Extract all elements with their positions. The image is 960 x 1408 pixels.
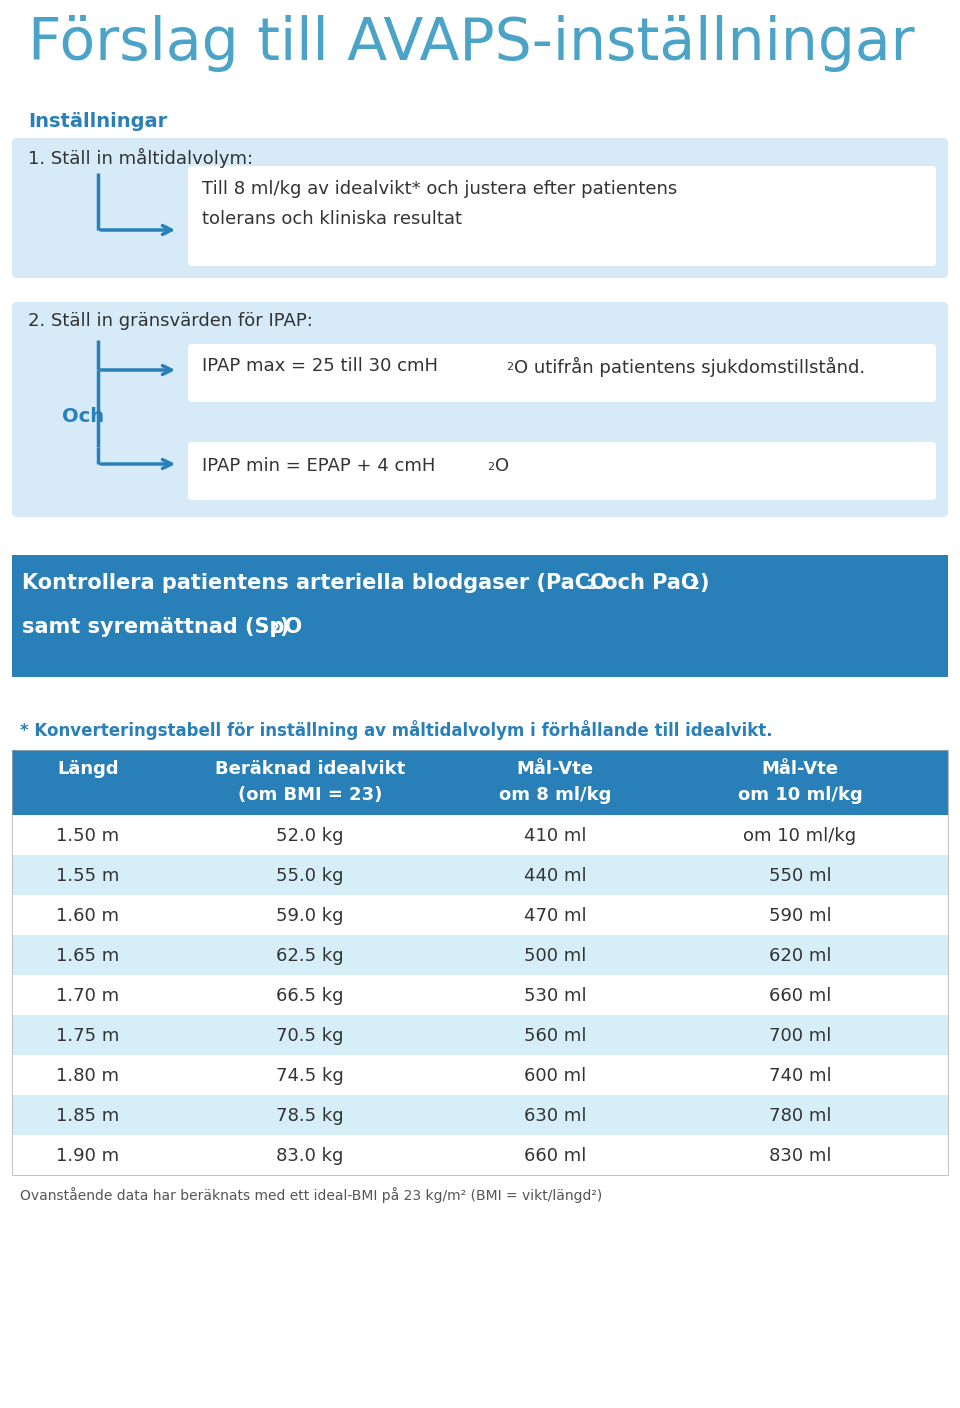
Text: 1.60 m: 1.60 m xyxy=(57,907,119,925)
Text: 1.90 m: 1.90 m xyxy=(57,1148,120,1164)
FancyBboxPatch shape xyxy=(188,166,936,266)
Bar xyxy=(12,815,948,855)
Text: om 10 ml/kg: om 10 ml/kg xyxy=(737,786,862,804)
Text: 1.85 m: 1.85 m xyxy=(57,1107,120,1125)
Text: 66.5 kg: 66.5 kg xyxy=(276,987,344,1005)
Text: 660 ml: 660 ml xyxy=(769,987,831,1005)
Text: 1.70 m: 1.70 m xyxy=(57,987,120,1005)
Text: Längd: Längd xyxy=(58,760,119,779)
Text: 78.5 kg: 78.5 kg xyxy=(276,1107,344,1125)
Bar xyxy=(12,750,948,1176)
Text: 1.50 m: 1.50 m xyxy=(57,826,120,845)
Text: 2: 2 xyxy=(690,579,700,591)
FancyBboxPatch shape xyxy=(188,344,936,403)
Text: 2: 2 xyxy=(270,622,279,636)
Text: samt syremättnad (SpO: samt syremättnad (SpO xyxy=(22,617,302,636)
FancyBboxPatch shape xyxy=(188,442,936,500)
FancyBboxPatch shape xyxy=(12,138,948,277)
Text: 660 ml: 660 ml xyxy=(524,1148,587,1164)
Text: ): ) xyxy=(699,573,708,593)
FancyBboxPatch shape xyxy=(12,301,948,517)
Bar xyxy=(12,855,948,895)
Text: 560 ml: 560 ml xyxy=(524,1026,587,1045)
Bar xyxy=(12,1055,948,1095)
Text: 530 ml: 530 ml xyxy=(524,987,587,1005)
Bar xyxy=(12,555,948,677)
Text: Ovanstående data har beräknats med ett ideal-BMI på 23 kg/m² (BMI = vikt/längd²): Ovanstående data har beräknats med ett i… xyxy=(20,1187,602,1202)
Text: 74.5 kg: 74.5 kg xyxy=(276,1067,344,1086)
Text: om 10 ml/kg: om 10 ml/kg xyxy=(743,826,856,845)
Text: 55.0 kg: 55.0 kg xyxy=(276,867,344,886)
Text: 1.80 m: 1.80 m xyxy=(57,1067,119,1086)
Text: Till 8 ml/kg av idealvikt* och justera efter patientens: Till 8 ml/kg av idealvikt* och justera e… xyxy=(202,180,677,199)
Text: 410 ml: 410 ml xyxy=(524,826,587,845)
Bar xyxy=(12,1135,948,1176)
Bar xyxy=(12,1015,948,1055)
Text: 2. Ställ in gränsvärden för IPAP:: 2. Ställ in gränsvärden för IPAP: xyxy=(28,313,313,329)
Text: 52.0 kg: 52.0 kg xyxy=(276,826,344,845)
Text: 700 ml: 700 ml xyxy=(769,1026,831,1045)
Text: (om BMI = 23): (om BMI = 23) xyxy=(238,786,382,804)
Text: IPAP max = 25 till 30 cmH: IPAP max = 25 till 30 cmH xyxy=(202,358,438,375)
Bar xyxy=(12,1095,948,1135)
Text: 1.55 m: 1.55 m xyxy=(57,867,120,886)
Text: Kontrollera patientens arteriella blodgaser (PaCO: Kontrollera patientens arteriella blodga… xyxy=(22,573,608,593)
Text: Förslag till AVAPS-inställningar: Förslag till AVAPS-inställningar xyxy=(28,15,915,72)
Text: 830 ml: 830 ml xyxy=(769,1148,831,1164)
Text: O: O xyxy=(495,458,509,474)
Text: 2: 2 xyxy=(506,362,514,372)
Text: 2: 2 xyxy=(487,462,494,472)
Bar xyxy=(12,750,948,815)
Bar xyxy=(12,895,948,935)
Text: 500 ml: 500 ml xyxy=(524,948,587,964)
Text: 1.65 m: 1.65 m xyxy=(57,948,120,964)
Text: 1.75 m: 1.75 m xyxy=(57,1026,120,1045)
Bar xyxy=(12,935,948,974)
Text: Beräknad idealvikt: Beräknad idealvikt xyxy=(215,760,405,779)
Text: 440 ml: 440 ml xyxy=(524,867,587,886)
Text: 600 ml: 600 ml xyxy=(524,1067,587,1086)
Text: 70.5 kg: 70.5 kg xyxy=(276,1026,344,1045)
Text: 1. Ställ in måltidalvolym:: 1. Ställ in måltidalvolym: xyxy=(28,148,253,168)
Text: Mål-Vte: Mål-Vte xyxy=(516,760,593,779)
Text: och PaO: och PaO xyxy=(596,573,699,593)
Text: * Konverteringstabell för inställning av måltidalvolym i förhållande till idealv: * Konverteringstabell för inställning av… xyxy=(20,719,773,741)
Text: IPAP min = EPAP + 4 cmH: IPAP min = EPAP + 4 cmH xyxy=(202,458,436,474)
Bar xyxy=(12,974,948,1015)
Text: tolerans och kliniska resultat: tolerans och kliniska resultat xyxy=(202,210,462,228)
Text: 590 ml: 590 ml xyxy=(769,907,831,925)
Text: Inställningar: Inställningar xyxy=(28,113,167,131)
Text: 630 ml: 630 ml xyxy=(524,1107,587,1125)
Text: ): ) xyxy=(279,617,289,636)
Text: Och: Och xyxy=(62,407,104,427)
Text: 83.0 kg: 83.0 kg xyxy=(276,1148,344,1164)
Text: 470 ml: 470 ml xyxy=(524,907,587,925)
Text: om 8 ml/kg: om 8 ml/kg xyxy=(499,786,612,804)
Text: 2: 2 xyxy=(587,579,597,591)
Text: 740 ml: 740 ml xyxy=(769,1067,831,1086)
Text: O utifrån patientens sjukdomstillstånd.: O utifrån patientens sjukdomstillstånd. xyxy=(514,358,865,377)
Text: 59.0 kg: 59.0 kg xyxy=(276,907,344,925)
Text: Mål-Vte: Mål-Vte xyxy=(761,760,838,779)
Text: 550 ml: 550 ml xyxy=(769,867,831,886)
Text: 620 ml: 620 ml xyxy=(769,948,831,964)
Text: 780 ml: 780 ml xyxy=(769,1107,831,1125)
Text: 62.5 kg: 62.5 kg xyxy=(276,948,344,964)
